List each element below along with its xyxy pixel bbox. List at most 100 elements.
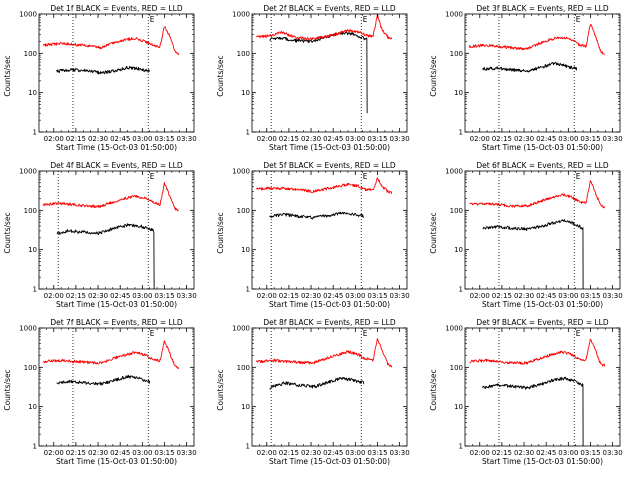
plot-frame xyxy=(464,13,621,133)
y-tick-label: 10 xyxy=(241,246,250,254)
y-tick-label: 100 xyxy=(24,207,37,215)
y-tick-label: 100 xyxy=(450,364,463,372)
x-tick-label: 02:45 xyxy=(110,292,130,300)
x-tick-label: 02:00 xyxy=(44,292,64,300)
x-tick-label: 02:00 xyxy=(44,135,64,143)
panel-title: Det 6f BLACK = Events, RED = LLD xyxy=(476,161,609,170)
series-lld-line xyxy=(43,340,180,370)
x-tick-label: 02:00 xyxy=(470,135,490,143)
y-tick-label: 1000 xyxy=(445,325,463,333)
x-tick-label: 03:30 xyxy=(603,449,623,457)
y-tick-label: 10 xyxy=(454,89,463,97)
panel-det-7f: Det 7f BLACK = Events, RED = LLD Counts/s… xyxy=(3,318,197,466)
x-tick-label: 02:45 xyxy=(323,449,343,457)
plot-frame xyxy=(464,327,621,447)
event-marker-label: E xyxy=(363,329,368,338)
y-tick-label: 1 xyxy=(459,129,463,137)
panel-det-4f: Det 4f BLACK = Events, RED = LLD Counts/s… xyxy=(3,161,197,309)
x-tick-label: 03:30 xyxy=(390,449,410,457)
x-tick-label: 02:30 xyxy=(301,135,321,143)
plot-frame xyxy=(464,170,621,290)
plot-frame xyxy=(38,170,195,290)
panel-det-2f: Det 2f BLACK = Events, RED = LLD Counts/s… xyxy=(216,4,410,152)
series-lld-line xyxy=(43,26,180,56)
series-events-line xyxy=(482,62,578,73)
x-tick-label: 03:00 xyxy=(345,135,365,143)
series-events-line xyxy=(482,219,584,290)
y-tick-label: 10 xyxy=(241,89,250,97)
y-tick-label: 100 xyxy=(450,50,463,58)
x-tick-label: 03:30 xyxy=(390,135,410,143)
y-axis-title: Counts/sec xyxy=(3,212,12,253)
x-tick-label: 02:45 xyxy=(110,135,130,143)
x-axis-title: Start Time (15-Oct-03 01:50:00) xyxy=(269,457,390,466)
y-axis-title: Counts/sec xyxy=(216,212,225,253)
plot-frame xyxy=(38,13,195,133)
series-lld-line xyxy=(256,338,393,368)
x-tick-label: 02:15 xyxy=(492,135,512,143)
x-tick-label: 03:00 xyxy=(345,449,365,457)
x-axis-title: Start Time (15-Oct-03 01:50:00) xyxy=(482,143,603,152)
panel-title: Det 4f BLACK = Events, RED = LLD xyxy=(50,161,183,170)
series-lld-line xyxy=(256,177,393,195)
event-marker-label: E xyxy=(150,172,155,181)
x-tick-label: 02:30 xyxy=(88,292,108,300)
panel-det-5f: Det 5f BLACK = Events, RED = LLD Counts/s… xyxy=(216,161,410,309)
x-tick-label: 03:30 xyxy=(177,135,197,143)
x-tick-label: 02:45 xyxy=(110,449,130,457)
x-tick-label: 03:30 xyxy=(390,292,410,300)
x-tick-label: 03:15 xyxy=(580,135,600,143)
x-tick-label: 02:15 xyxy=(492,449,512,457)
x-tick-label: 03:30 xyxy=(177,449,197,457)
panel-title: Det 3f BLACK = Events, RED = LLD xyxy=(476,4,609,13)
series-events-line xyxy=(269,211,365,220)
y-tick-label: 1 xyxy=(246,443,250,451)
panel-title: Det 7f BLACK = Events, RED = LLD xyxy=(50,318,183,327)
series-lld-line xyxy=(469,338,606,367)
y-tick-label: 1 xyxy=(459,286,463,294)
series-lld-line xyxy=(468,23,605,55)
event-marker-label: E xyxy=(576,329,581,338)
x-tick-label: 02:00 xyxy=(470,449,490,457)
x-tick-label: 03:00 xyxy=(558,292,578,300)
y-axis-title: Counts/sec xyxy=(429,369,438,410)
x-tick-label: 03:00 xyxy=(132,292,152,300)
plot-frame xyxy=(38,327,195,447)
y-tick-label: 100 xyxy=(24,50,37,58)
x-tick-label: 02:30 xyxy=(88,135,108,143)
x-tick-label: 02:15 xyxy=(279,449,299,457)
x-tick-label: 03:15 xyxy=(154,292,174,300)
panel-det-9f: Det 9f BLACK = Events, RED = LLD Counts/s… xyxy=(429,318,623,466)
x-axis-title: Start Time (15-Oct-03 01:50:00) xyxy=(56,143,177,152)
y-axis-title: Counts/sec xyxy=(3,55,12,96)
x-tick-label: 02:15 xyxy=(66,135,86,143)
x-tick-label: 03:00 xyxy=(345,292,365,300)
event-marker-label: E xyxy=(576,172,581,181)
x-axis-title: Start Time (15-Oct-03 01:50:00) xyxy=(56,300,177,309)
y-tick-label: 1 xyxy=(33,129,37,137)
y-axis-title: Counts/sec xyxy=(216,55,225,96)
y-tick-label: 1 xyxy=(246,286,250,294)
event-marker-label: E xyxy=(363,15,368,24)
x-tick-label: 03:30 xyxy=(603,135,623,143)
x-tick-label: 03:00 xyxy=(558,135,578,143)
x-axis-title: Start Time (15-Oct-03 01:50:00) xyxy=(482,300,603,309)
y-tick-label: 10 xyxy=(28,403,37,411)
x-axis-title: Start Time (15-Oct-03 01:50:00) xyxy=(56,457,177,466)
y-tick-label: 10 xyxy=(454,246,463,254)
panel-title: Det 5f BLACK = Events, RED = LLD xyxy=(263,161,396,170)
x-tick-label: 02:15 xyxy=(66,292,86,300)
x-tick-label: 03:15 xyxy=(154,135,174,143)
x-tick-label: 02:45 xyxy=(323,292,343,300)
x-tick-label: 02:00 xyxy=(257,292,277,300)
x-tick-label: 03:15 xyxy=(154,449,174,457)
x-tick-label: 03:15 xyxy=(580,292,600,300)
y-tick-label: 1000 xyxy=(445,168,463,176)
x-tick-label: 03:15 xyxy=(367,135,387,143)
y-tick-label: 1 xyxy=(459,443,463,451)
y-tick-label: 1000 xyxy=(19,11,37,19)
series-events-line xyxy=(56,374,151,386)
x-tick-label: 03:15 xyxy=(367,449,387,457)
y-tick-label: 1 xyxy=(33,443,37,451)
